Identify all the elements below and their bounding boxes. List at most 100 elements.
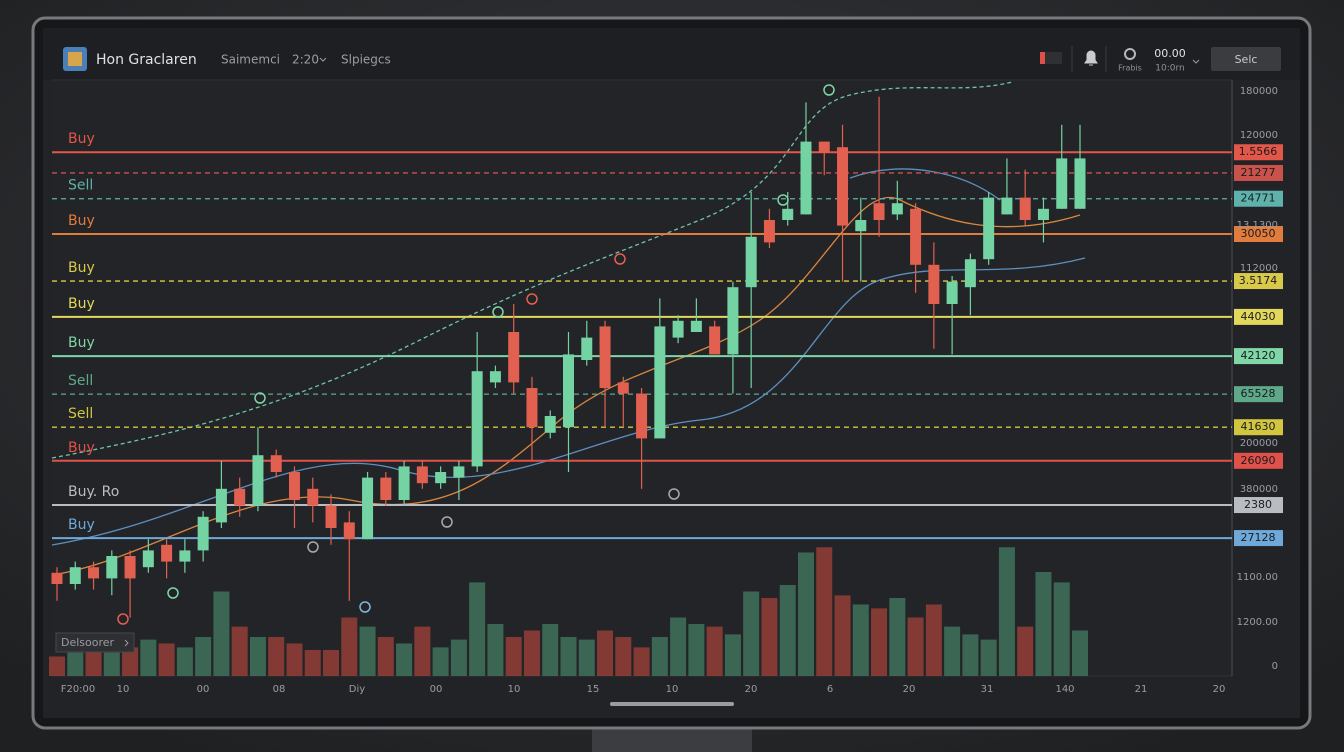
- x-axis-label: 10: [508, 684, 521, 695]
- volume-bar: [122, 647, 139, 676]
- indicator-name: Delsoorer: [61, 636, 115, 649]
- volume: [49, 547, 1088, 676]
- level-tag-bg: [1234, 273, 1283, 290]
- level-tag: 1.5566: [1239, 145, 1278, 158]
- candle-body: [471, 371, 483, 467]
- levels: Buy 1.5566 21277 Sell 24771 Buy 30050 Buy 3.5174…: [52, 131, 1283, 547]
- candle-body: [215, 488, 227, 523]
- candle-body: [581, 337, 593, 360]
- volume-bar: [1053, 582, 1070, 676]
- bell-icon[interactable]: [1084, 50, 1098, 66]
- menu-item[interactable]: 2:20: [292, 53, 319, 67]
- x-axis-label: 10: [666, 684, 679, 695]
- candle-body: [800, 141, 812, 215]
- level-tag-bg: [1234, 530, 1283, 547]
- candle-body: [745, 236, 757, 288]
- candle-body: [690, 320, 702, 332]
- volume-bar: [359, 626, 376, 676]
- action-button[interactable]: [1211, 47, 1281, 71]
- candle-body: [855, 220, 867, 232]
- chart-area: [52, 80, 1232, 676]
- volume-bar: [195, 637, 212, 676]
- candle-body: [544, 416, 556, 433]
- app-title: Hon Graclaren: [96, 52, 197, 68]
- x-axis-label: 08: [273, 684, 286, 695]
- candle-body: [69, 567, 81, 584]
- y-axis-label: 120000: [1240, 130, 1278, 141]
- volume-bar: [49, 656, 65, 676]
- axes: 18000012000013.1300112000200000380000110…: [61, 86, 1278, 695]
- level-tag: 27128: [1241, 531, 1276, 544]
- volume-bar: [670, 617, 687, 676]
- volume-bar: [304, 650, 321, 676]
- volume-bar: [469, 582, 486, 676]
- volume-bar: [816, 547, 833, 676]
- record-button[interactable]: [1040, 52, 1062, 64]
- candles: [51, 96, 1086, 618]
- volume-bar: [560, 637, 577, 676]
- level-label: Sell: [68, 373, 93, 389]
- x-axis-label: 20: [745, 684, 758, 695]
- volume-bar: [651, 637, 668, 676]
- level-label: Buy: [68, 440, 95, 456]
- volume-bar: [706, 626, 723, 676]
- level-label: Buy: [68, 335, 95, 351]
- candle-body: [910, 208, 922, 265]
- volume-bar: [615, 637, 632, 676]
- volume-bar: [323, 650, 340, 676]
- candle-body: [307, 488, 319, 506]
- y-axis-label: 180000: [1240, 86, 1278, 97]
- x-axis-label: 15: [587, 684, 600, 695]
- candle-body: [51, 572, 63, 584]
- menu-item[interactable]: Saimemci: [221, 53, 280, 67]
- candle-body: [179, 550, 191, 562]
- candle-body: [1037, 208, 1049, 220]
- candle-body: [983, 197, 995, 260]
- volume-bar: [542, 624, 559, 676]
- volume-bar: [779, 585, 796, 676]
- settings-icon[interactable]: [1124, 48, 1136, 60]
- level-label: Sell: [68, 406, 93, 422]
- volume-bar: [998, 547, 1015, 676]
- volume-bar: [341, 617, 358, 676]
- power-led: [610, 702, 734, 706]
- volume-bar: [633, 647, 650, 676]
- candle-body: [288, 472, 300, 500]
- candle-body: [563, 354, 574, 428]
- x-axis-label: 21: [1135, 684, 1148, 695]
- level-tag: 42120: [1241, 349, 1276, 362]
- volume-bar: [980, 639, 997, 676]
- volume-bar: [286, 643, 303, 676]
- volume-bar: [743, 591, 760, 676]
- level-label: Buy: [68, 213, 95, 229]
- candle-body: [1019, 197, 1031, 220]
- candle-body: [234, 488, 246, 506]
- level-tag: 44030: [1241, 310, 1276, 323]
- indicator-selector[interactable]: [55, 632, 135, 653]
- level-tag: 65528: [1241, 387, 1276, 400]
- x-axis-label: 00: [430, 684, 443, 695]
- volume-bar: [889, 598, 906, 676]
- volume-bar: [1072, 630, 1088, 676]
- candle-body: [654, 326, 666, 439]
- candle-body: [106, 556, 118, 579]
- volume-bar: [944, 626, 961, 676]
- menu-item[interactable]: Slpiegcs: [341, 53, 391, 67]
- candle-body: [1001, 197, 1013, 215]
- level-tag-bg: [1234, 497, 1283, 514]
- volume-bar: [432, 647, 449, 676]
- volume-bar: [962, 634, 979, 676]
- candle-body: [928, 264, 940, 304]
- y-axis-label: 0: [1272, 661, 1278, 672]
- candle-body: [88, 567, 100, 579]
- volume-bar: [67, 652, 84, 676]
- volume-bar: [396, 643, 413, 676]
- level-label: Sell: [68, 178, 93, 194]
- x-axis-label: 20: [1213, 684, 1226, 695]
- candle-body: [672, 320, 684, 338]
- candle-body: [617, 382, 629, 394]
- volume-bar: [249, 637, 266, 676]
- x-axis-label: 10: [117, 684, 130, 695]
- volume-bar: [377, 637, 394, 676]
